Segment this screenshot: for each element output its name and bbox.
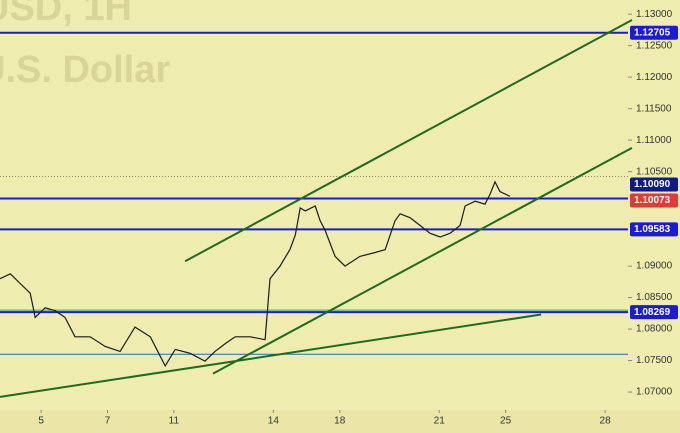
y-tick-label: 1.11500 (636, 103, 672, 114)
x-tick-label: 11 (169, 416, 180, 427)
y-tick-label: 1.08500 (636, 292, 673, 303)
time-axis (0, 410, 680, 433)
x-tick-label: 21 (434, 416, 446, 427)
x-tick-label: 5 (38, 416, 44, 427)
level-label: 1.12705 (634, 27, 671, 38)
level-label: 1.08269 (634, 307, 671, 318)
watermark-name: U.S. Dollar (0, 49, 170, 91)
y-tick-label: 1.08000 (636, 324, 673, 335)
level-box (630, 25, 678, 40)
y-tick-label: 1.10500 (636, 166, 673, 177)
price-axis (628, 0, 680, 433)
x-tick-label: 25 (500, 416, 512, 427)
y-tick-label: 1.13000 (636, 9, 673, 20)
y-tick-label: 1.12000 (636, 72, 673, 83)
price-line (0, 180, 511, 368)
trend-line (0, 313, 542, 398)
level-box (630, 193, 678, 208)
y-tick-label: 1.09000 (636, 261, 673, 272)
y-tick-label: 1.07000 (636, 387, 673, 398)
level-box (630, 222, 678, 237)
level-box (630, 305, 678, 320)
y-tick-label: 1.12500 (636, 40, 673, 51)
x-tick-label: 18 (334, 416, 346, 427)
watermark-symbol: USD, 1H (0, 0, 132, 29)
level-label: 1.10073 (634, 195, 671, 206)
x-tick-label: 7 (105, 416, 111, 427)
y-tick-label: 1.07500 (636, 355, 673, 366)
last-price-label: 1.10090 (634, 179, 671, 190)
trend-line (184, 19, 633, 263)
trend-line (212, 146, 633, 375)
y-tick-label: 1.11000 (636, 135, 672, 146)
x-tick-label: 14 (268, 416, 280, 427)
x-tick-label: 28 (600, 416, 612, 427)
level-label: 1.09583 (634, 224, 671, 235)
last-price-box (630, 177, 678, 192)
